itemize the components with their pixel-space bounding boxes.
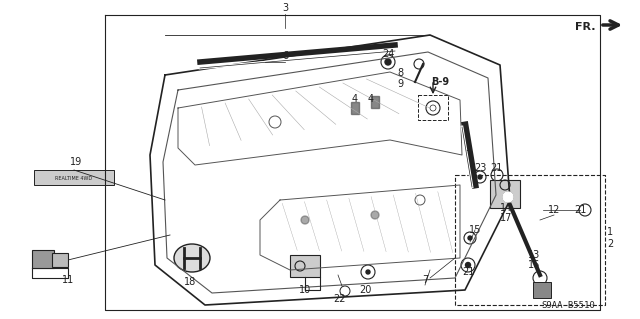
Text: 15: 15 [469, 225, 481, 235]
Text: 12: 12 [548, 205, 560, 215]
Text: 17: 17 [500, 213, 512, 223]
Text: 23: 23 [474, 163, 486, 173]
Text: 1: 1 [607, 227, 613, 237]
Text: 21: 21 [490, 163, 502, 173]
Bar [351, 102, 359, 114]
Circle shape [503, 192, 513, 202]
Text: 14: 14 [500, 203, 512, 213]
Circle shape [371, 211, 379, 219]
Text: 21: 21 [462, 267, 474, 277]
Bar [52, 253, 68, 267]
Text: 18: 18 [184, 277, 196, 287]
Text: 13: 13 [528, 250, 540, 260]
Ellipse shape [174, 244, 210, 272]
Circle shape [478, 175, 482, 179]
Text: 6: 6 [282, 51, 288, 61]
Text: 10: 10 [299, 285, 311, 295]
Text: 5: 5 [465, 143, 471, 153]
Text: 8: 8 [397, 68, 403, 78]
Bar [290, 255, 320, 277]
Text: 11: 11 [62, 275, 74, 285]
Text: 7: 7 [422, 275, 428, 285]
Circle shape [465, 263, 470, 268]
Bar [371, 96, 379, 108]
Text: 21: 21 [574, 205, 586, 215]
Text: REALTIME 4WD: REALTIME 4WD [56, 175, 93, 181]
Text: S9AA-B5510: S9AA-B5510 [541, 300, 595, 309]
Circle shape [366, 270, 370, 274]
Text: 19: 19 [70, 157, 82, 167]
Bar [34, 170, 114, 185]
Text: B-9: B-9 [431, 77, 449, 87]
Bar [32, 250, 54, 268]
Text: 3: 3 [282, 3, 288, 13]
Bar [533, 282, 551, 298]
Text: 4: 4 [352, 94, 358, 104]
Text: 20: 20 [359, 285, 371, 295]
Text: 24: 24 [382, 49, 394, 59]
Circle shape [385, 59, 391, 65]
Text: 9: 9 [397, 79, 403, 89]
Text: 16: 16 [528, 260, 540, 270]
Text: 22: 22 [333, 294, 346, 304]
Circle shape [468, 236, 472, 240]
Text: 2: 2 [607, 239, 613, 249]
Bar [490, 180, 520, 208]
Circle shape [301, 216, 309, 224]
Text: 4: 4 [368, 94, 374, 104]
Text: FR.: FR. [575, 22, 595, 32]
